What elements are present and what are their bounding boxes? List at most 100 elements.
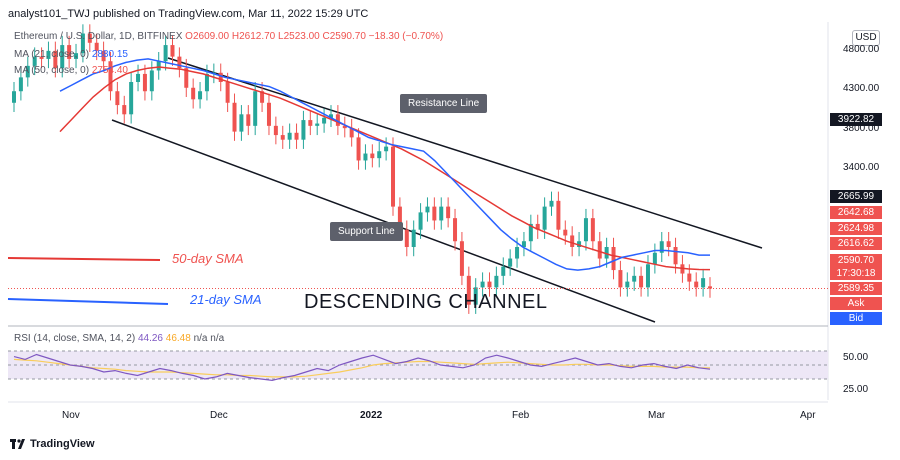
candle-body <box>39 56 44 59</box>
candle-body <box>418 212 423 230</box>
price-tag: 2589.35 <box>830 282 882 295</box>
candle-body <box>266 102 271 126</box>
candle-body <box>391 146 396 207</box>
candle-body <box>542 206 547 230</box>
candle-body <box>301 120 306 140</box>
candle-body <box>425 206 430 213</box>
candle-body <box>273 125 278 136</box>
candle-body <box>129 82 134 115</box>
footer-brand[interactable]: TradingView <box>10 438 95 450</box>
price-tag: 2616.62 <box>830 237 882 250</box>
candle-body <box>280 135 285 140</box>
candle-body <box>508 258 513 267</box>
ohlc-values: O2609.00 H2612.70 L2523.00 C2590.70 −18.… <box>185 31 444 42</box>
support-line <box>111 119 656 323</box>
candle-body <box>163 45 168 62</box>
candle-body <box>149 70 154 92</box>
candle-body <box>218 72 223 82</box>
ma21-legend: MA (21, close, 0) 2880.15 <box>14 48 128 61</box>
candle-body <box>528 223 533 242</box>
candle-body <box>156 61 161 71</box>
candle-body <box>328 114 333 118</box>
candle-body <box>18 77 23 92</box>
candle-body <box>204 73 209 92</box>
candle-body <box>363 153 368 161</box>
candle-body <box>308 120 313 126</box>
brand-name: TradingView <box>30 438 95 450</box>
countdown-tag: 17:30:18 <box>830 267 882 280</box>
currency-button[interactable]: USD <box>852 30 880 46</box>
sma50-label[interactable]: 50-day SMA <box>172 251 244 266</box>
resistance-line-label[interactable]: Resistance Line <box>400 94 488 113</box>
price-tick: 4800.00 <box>843 44 880 55</box>
price-tick: 3400.00 <box>843 162 880 173</box>
candle-body <box>253 91 258 126</box>
price-tag-current: 2590.70 <box>830 254 882 267</box>
candle-body <box>322 117 327 124</box>
price-tag: 2624.98 <box>830 222 882 235</box>
candle-body <box>521 241 526 247</box>
candle-body <box>80 33 85 54</box>
candle-body <box>459 241 464 276</box>
candle-body <box>666 241 671 247</box>
candle-body <box>480 281 485 288</box>
publish-info: analyst101_TWJ published on TradingView.… <box>8 8 369 20</box>
candle-body <box>60 45 65 69</box>
time-tick: Apr <box>800 410 816 421</box>
channel-title[interactable]: DESCENDING CHANNEL <box>304 291 548 313</box>
candle-body <box>501 266 506 276</box>
candle-body <box>74 53 79 59</box>
time-tick: Nov <box>62 410 80 421</box>
candle-body <box>556 200 561 230</box>
bid-tag: Bid 2585.70 <box>830 312 882 337</box>
candle-body <box>645 264 650 288</box>
candle-body <box>570 235 575 247</box>
candle-body <box>87 33 92 43</box>
candle-body <box>198 91 203 100</box>
candle-body <box>287 132 292 140</box>
price-tag: 2665.99 <box>830 190 882 203</box>
candle-body <box>411 229 416 247</box>
candle-body <box>577 241 582 247</box>
candle-body <box>32 56 37 66</box>
candle-body <box>294 132 299 140</box>
candle-body <box>136 73 141 82</box>
candle-body <box>115 91 120 106</box>
candle-body <box>142 73 147 92</box>
sma21-label[interactable]: 21-day SMA <box>190 292 262 307</box>
candle-body <box>453 218 458 242</box>
time-tick: 2022 <box>360 410 383 421</box>
candle-body <box>335 114 340 126</box>
price-tick: 3800.00 <box>843 123 880 134</box>
candle-body <box>432 206 437 221</box>
price-tag-high: 3922.82 <box>830 113 882 126</box>
ma50-value: 2754.40 <box>91 65 128 76</box>
symbol-name: Ethereum / U.S. Dollar, 1D, BITFINEX <box>14 31 183 42</box>
candle-body <box>687 273 692 282</box>
candle-body <box>232 102 237 132</box>
candle-body <box>177 56 182 69</box>
candle-body <box>473 287 478 305</box>
sma21-legend-line <box>7 298 169 305</box>
support-line-label[interactable]: Support Line <box>330 222 403 241</box>
candle-body <box>625 281 630 288</box>
ask-tag: Ask 2587.50 <box>830 297 882 322</box>
price-tag: 2642.68 <box>830 206 882 219</box>
candle-body <box>384 146 389 152</box>
candle-body <box>12 91 16 103</box>
resistance-line <box>167 57 763 249</box>
rsi-legend: RSI (14, close, SMA, 14, 2) 44.26 46.48 … <box>14 333 224 344</box>
rsi-line <box>13 353 711 382</box>
candle-body <box>184 68 189 88</box>
candle-body <box>94 42 99 51</box>
rsi-value: 44.26 <box>137 333 163 344</box>
candle-body <box>439 206 444 221</box>
candle-body <box>446 206 451 219</box>
candle-body <box>639 275 644 288</box>
candle-body <box>494 275 499 288</box>
candle-body <box>708 286 712 289</box>
rsi-sma-value: 46.48 <box>165 333 191 344</box>
candle-body <box>170 45 175 57</box>
candle-body <box>108 61 113 92</box>
